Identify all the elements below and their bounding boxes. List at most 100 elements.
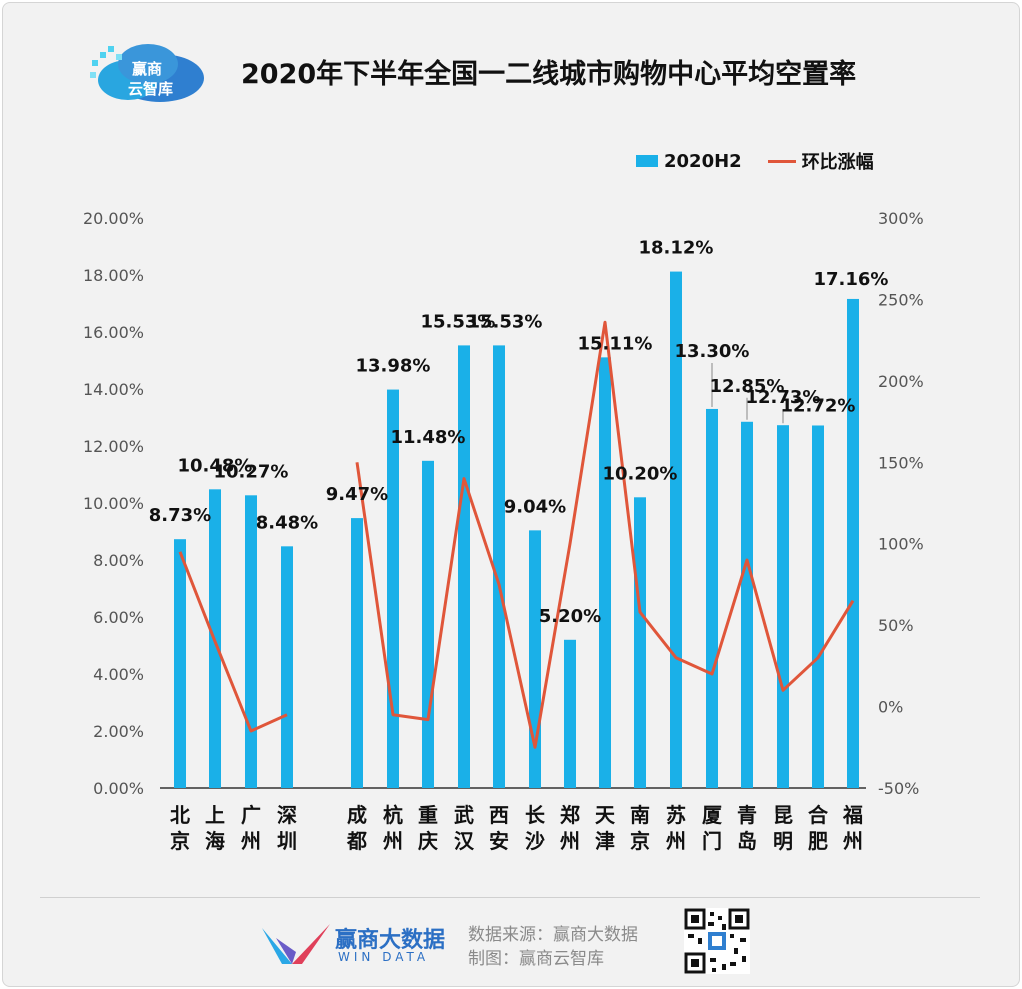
bar-青岛 [741,421,753,788]
y-left-tick-label: 16.00% [83,323,144,342]
bar-重庆 [422,460,434,788]
combo-chart: 0.00% 2.00% 4.00% 6.00% 8.00% 10.00% 12.00% 14.… [83,209,924,853]
qr-code-icon [684,908,750,974]
bar-合肥 [812,425,824,788]
y-left-tick-label: 10.00% [83,494,144,513]
bar-value-label-重庆: 11.48% [391,427,466,448]
x-tick-label-天津: 天 [595,803,616,827]
x-tick-label-上海: 海 [205,829,225,853]
bar-value-label-郑州: 5.20% [539,606,601,627]
bar-value-label-北京: 8.73% [149,505,211,526]
x-tick-label-北京: 京 [170,829,190,853]
x-tick-label-苏州: 州 [666,829,686,853]
x-tick-label-昆明: 昆 [773,803,793,827]
x-tick-label-青岛: 岛 [737,829,757,853]
bar-value-label-广州: 10.27% [214,461,289,482]
chart-legend: 2020H2 环比涨幅 [636,149,874,173]
x-tick-label-青岛: 青 [737,803,757,827]
y-left-tick-label: 0.00% [93,779,144,798]
x-tick-label-南京: 京 [630,829,650,853]
x-tick-label-福州: 州 [843,829,863,853]
bar-厦门 [706,408,718,788]
change-line-segment-0 [178,551,288,733]
x-tick-label-长沙: 沙 [525,829,545,853]
brand-name-en: WIN DATA [338,950,430,964]
x-tick-label-成都: 成 [347,803,367,827]
bar-武汉 [458,345,470,788]
y-right-tick-label: 100% [878,535,924,554]
brand-name: 赢商大数据 [335,928,446,953]
bar-杭州 [387,389,399,788]
y-left-tick-label: 2.00% [93,722,144,741]
bar-value-label-青岛: 12.85% [710,376,785,397]
legend-bar-swatch [636,155,658,167]
x-tick-label-昆明: 明 [773,829,793,853]
bar-value-label-福州: 17.16% [814,269,889,290]
y-left-tick-label: 18.00% [83,266,144,285]
bar-value-label-合肥: 12.72% [781,395,856,416]
bar-value-label-西安: 15.53% [468,311,543,332]
bar-value-label-上海: 10.48% [178,455,253,476]
bar-深圳 [281,546,293,788]
x-tick-label-西安: 安 [489,829,509,853]
bar-成都 [351,518,363,788]
bar-西安 [493,345,505,788]
x-tick-label-杭州: 杭 [383,803,403,827]
x-tick-label-西安: 西 [489,803,509,827]
x-tick-label-成都: 都 [346,829,367,853]
x-tick-label-合肥: 肥 [808,829,828,853]
change-line-segment-1 [355,320,855,749]
chart-maker: 制图：赢商云智库 [468,949,604,969]
windata-logo-icon [262,924,330,964]
y-left-tick-label: 14.00% [83,380,144,399]
bar-福州 [847,298,859,788]
x-tick-label-福州: 福 [842,803,863,827]
bar-昆明 [777,425,789,788]
legend-bar-label: 2020H2 [664,150,742,172]
bar-value-label-天津: 15.11% [578,333,653,354]
data-source: 数据来源：赢商大数据 [468,925,638,945]
bar-长沙 [529,530,541,788]
chart-title: 2020年下半年全国一二线城市购物中心平均空置率 [241,59,857,90]
x-tick-label-重庆: 重 [418,803,438,827]
logo-line2: 云智库 [128,80,173,98]
y-right-tick-label: 50% [878,616,914,635]
y-left-tick-label: 20.00% [83,209,144,228]
x-tick-label-武汉: 汉 [454,829,475,853]
x-tick-label-天津: 津 [595,829,615,853]
bar-value-label-武汉: 15.53% [421,311,496,332]
x-tick-label-郑州: 郑 [560,803,580,827]
y-left-tick-label: 4.00% [93,665,144,684]
x-tick-label-长沙: 长 [525,803,546,827]
legend-line-label: 环比涨幅 [801,152,874,173]
x-tick-label-合肥: 合 [808,803,829,827]
x-tick-label-北京: 北 [170,803,190,827]
bar-value-label-厦门: 13.30% [675,341,750,362]
x-tick-label-郑州: 州 [560,829,580,853]
x-tick-label-深圳: 深 [277,803,297,827]
footer-divider [40,897,980,898]
bar-value-label-深圳: 8.48% [256,512,318,533]
x-tick-label-南京: 南 [630,803,650,827]
y-right-tick-label: 150% [878,453,924,472]
y-left-tick-label: 12.00% [83,437,144,456]
y-right-tick-label: 0% [878,698,903,717]
x-tick-label-深圳: 圳 [277,829,297,853]
bar-value-label-昆明: 12.73% [746,387,821,408]
x-tick-label-武汉: 武 [454,803,474,827]
y-left-tick-label: 6.00% [93,608,144,627]
cloud-logo-icon: 赢商 云智库 [90,44,204,102]
bar-南京 [634,497,646,788]
x-tick-label-广州: 州 [241,829,261,853]
x-tick-label-杭州: 州 [383,829,403,853]
x-tick-label-厦门: 厦 [702,803,723,827]
bar-广州 [245,495,257,788]
bar-天津 [599,357,611,788]
y-left-tick-label: 8.00% [93,551,144,570]
x-tick-label-重庆: 庆 [418,829,438,853]
bar-value-label-长沙: 9.04% [504,496,566,517]
legend-line-swatch [767,159,796,163]
x-tick-label-苏州: 苏 [666,803,686,827]
y-right-tick-label: 300% [878,209,924,228]
bar-value-label-杭州: 13.98% [356,356,431,377]
